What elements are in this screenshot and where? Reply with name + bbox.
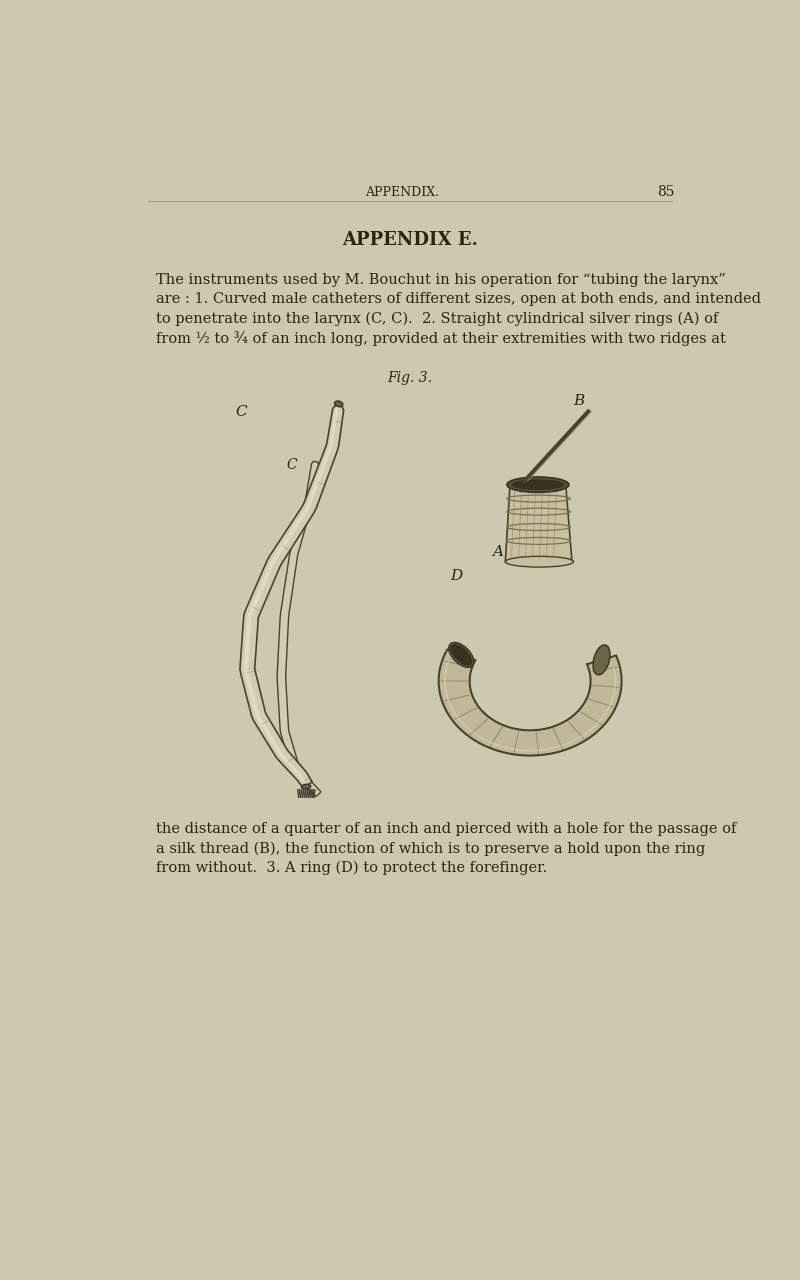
Text: a silk thread (B), the function of which is to preserve a hold upon the ring: a silk thread (B), the function of which…	[156, 841, 705, 855]
Polygon shape	[506, 485, 572, 562]
Ellipse shape	[450, 644, 472, 666]
Text: APPENDIX E.: APPENDIX E.	[342, 230, 478, 248]
Text: to penetrate into the larynx (C, C).  2. Straight cylindrical silver rings (A) o: to penetrate into the larynx (C, C). 2. …	[156, 311, 718, 326]
Text: from without.  3. A ring (D) to protect the forefinger.: from without. 3. A ring (D) to protect t…	[156, 860, 547, 874]
Text: 85: 85	[657, 186, 674, 200]
Text: Fig. 3.: Fig. 3.	[387, 371, 433, 385]
Text: A: A	[492, 545, 503, 559]
Polygon shape	[244, 406, 338, 786]
Polygon shape	[438, 649, 622, 755]
Text: D: D	[450, 568, 462, 582]
Ellipse shape	[302, 785, 310, 788]
Text: C: C	[287, 458, 298, 472]
Text: are : 1. Curved male catheters of different sizes, open at both ends, and intend: are : 1. Curved male catheters of differ…	[156, 292, 761, 306]
Text: from ½ to ¾ of an inch long, provided at their extremities with two ridges at: from ½ to ¾ of an inch long, provided at…	[156, 330, 726, 346]
Text: The instruments used by M. Bouchut in his operation for “tubing the larynx”: The instruments used by M. Bouchut in hi…	[156, 273, 726, 287]
Ellipse shape	[507, 477, 569, 493]
Polygon shape	[277, 461, 321, 796]
Ellipse shape	[449, 643, 474, 667]
Text: C: C	[235, 404, 247, 419]
Ellipse shape	[593, 645, 610, 675]
Text: the distance of a quarter of an inch and pierced with a hole for the passage of: the distance of a quarter of an inch and…	[156, 822, 736, 836]
Ellipse shape	[506, 557, 574, 567]
Text: B: B	[574, 394, 585, 408]
Polygon shape	[240, 406, 344, 787]
Text: APPENDIX.: APPENDIX.	[366, 186, 439, 198]
Ellipse shape	[511, 479, 564, 490]
Ellipse shape	[334, 401, 343, 407]
